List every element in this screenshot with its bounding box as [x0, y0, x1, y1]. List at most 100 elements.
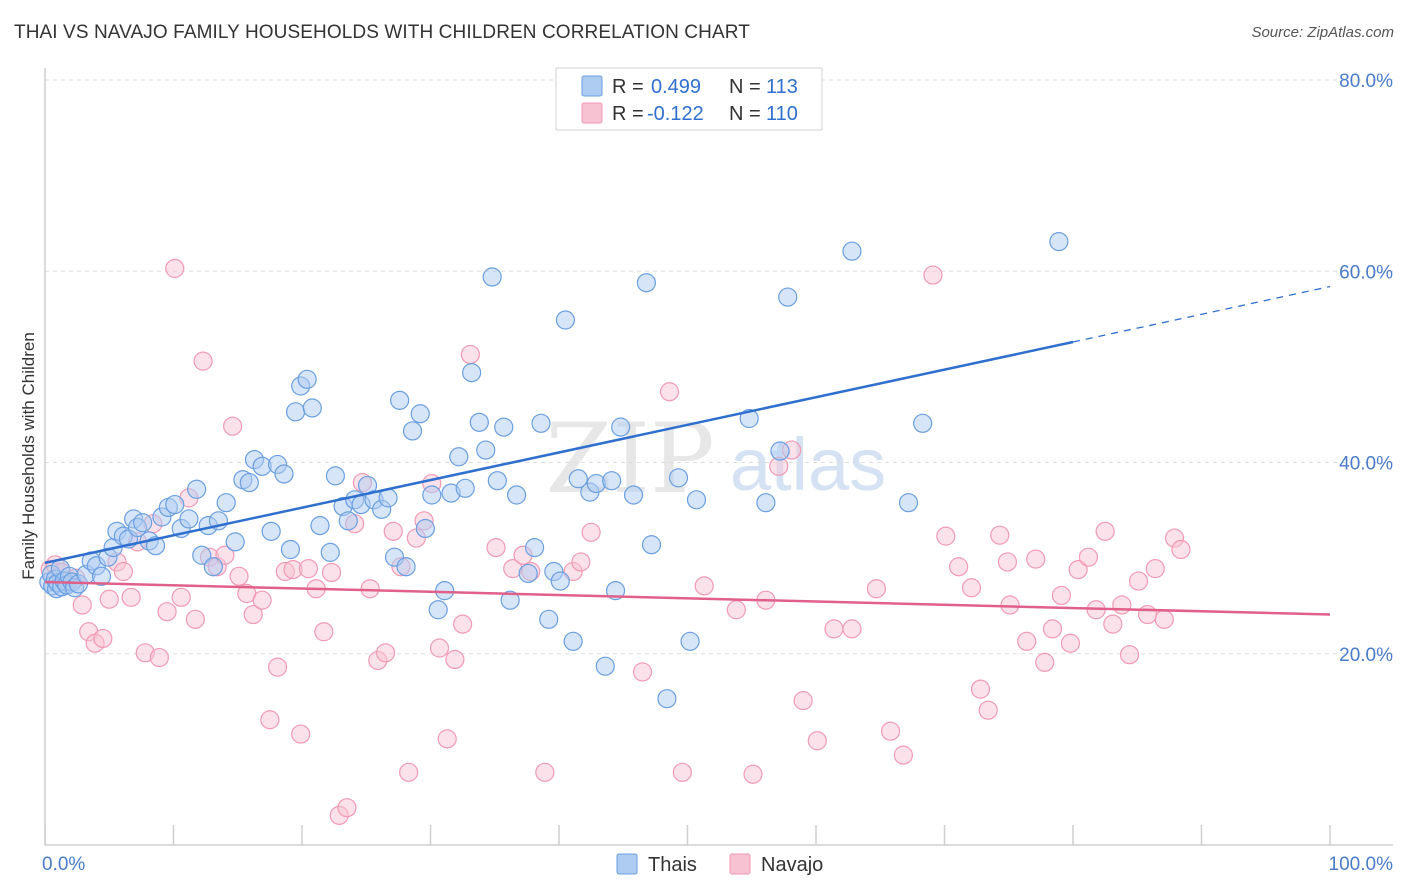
thai-point: [274, 464, 294, 484]
legend-r-label-navajo: R =: [612, 103, 644, 125]
x-ticks: [44, 825, 1331, 845]
thai-point: [602, 471, 622, 491]
thai-point: [320, 542, 340, 562]
navajo-point: [571, 552, 591, 572]
thai-point: [739, 408, 759, 429]
navajo-point: [149, 647, 169, 668]
thai-point: [285, 402, 306, 422]
thai-point: [680, 631, 700, 651]
navajo-point: [997, 552, 1018, 572]
navajo-point: [113, 561, 133, 582]
navajo-point: [486, 538, 506, 558]
navajo-point: [1119, 645, 1140, 665]
thai-point: [539, 609, 559, 629]
navajo-point: [121, 587, 141, 607]
navajo-point: [632, 662, 653, 682]
navajo-point: [243, 604, 263, 625]
navajo-point: [99, 589, 119, 609]
thai-point: [192, 545, 212, 565]
thai-trend-line: [44, 340, 1074, 565]
thai-point: [568, 469, 588, 489]
navajo-point: [1035, 652, 1055, 672]
thai-point: [469, 412, 489, 432]
legend-label-thais: Thais: [648, 854, 697, 876]
navajo-point: [1060, 633, 1081, 653]
navajo-point: [1078, 547, 1099, 567]
thai-point: [778, 287, 798, 307]
navajo-point: [171, 587, 191, 607]
thai-point: [338, 511, 358, 531]
legend-n-label-navajo: N =: [729, 103, 761, 125]
navajo-point: [866, 579, 886, 599]
navajo-point: [535, 762, 555, 782]
thai-point: [611, 417, 631, 437]
navajo-point: [970, 679, 991, 699]
legend-swatch-navajo-bottom: [729, 853, 751, 875]
navajo-point: [375, 643, 396, 663]
y-tick-label: 60.0%: [1339, 262, 1393, 283]
navajo-point: [337, 798, 357, 818]
thai-point: [500, 590, 520, 610]
thai-point: [187, 479, 207, 499]
chart-title: THAI VS NAVAJO FAMILY HOUSEHOLDS WITH CH…: [14, 22, 750, 43]
navajo-point: [1068, 559, 1088, 580]
navajo-point: [1042, 619, 1063, 639]
thai-point: [297, 369, 317, 389]
thai-point: [686, 490, 707, 510]
navajo-point: [1000, 595, 1020, 615]
thai-trend-extension: [1072, 285, 1331, 343]
thai-point: [1049, 232, 1069, 252]
thai-point: [165, 494, 185, 515]
navajo-point: [1171, 539, 1191, 560]
thai-point: [239, 472, 259, 493]
navajo-point: [437, 729, 457, 749]
navajo-point: [193, 351, 213, 371]
thai-point: [595, 656, 615, 676]
legend-swatch-thais: [616, 853, 638, 875]
navajo-point: [1137, 604, 1158, 625]
thai-point: [91, 566, 112, 586]
navajo-point: [93, 628, 113, 649]
thai-point: [563, 631, 583, 651]
legend-n-value-navajo: 110: [766, 103, 798, 125]
navajo-point: [360, 579, 380, 599]
legend-n-value-thai: 113: [766, 76, 798, 98]
navajo-point: [726, 600, 746, 620]
thai-point: [668, 468, 689, 488]
navajo-point: [252, 590, 272, 610]
legend-n-label-thai: N =: [729, 76, 761, 98]
thai-point: [550, 571, 570, 591]
navajo-series: [40, 258, 1191, 825]
thai-point: [428, 600, 448, 620]
navajo-point: [842, 619, 862, 639]
navajo-point: [990, 525, 1010, 545]
legend-label-navajo: Navajo: [761, 854, 823, 876]
navajo-point: [1026, 549, 1046, 569]
navajo-point: [223, 416, 243, 436]
thai-point: [462, 363, 482, 383]
navajo-point: [1103, 614, 1123, 634]
y-tick-labels: 20.0% 40.0% 60.0% 80.0%: [1339, 71, 1393, 666]
thai-point: [770, 441, 790, 461]
navajo-point: [460, 344, 480, 365]
thai-point: [449, 447, 469, 467]
navajo-point: [445, 649, 465, 670]
legend-swatch-navajo: [581, 102, 603, 124]
correlation-legend: R = 0.499 N = 113 R = -0.122 N = 110: [555, 67, 823, 131]
navajo-point: [581, 522, 601, 542]
series-legend: Thais Navajo: [616, 853, 823, 876]
navajo-point: [429, 638, 450, 658]
navajo-point: [1128, 571, 1149, 591]
navajo-point: [1154, 609, 1174, 629]
thai-point: [216, 493, 236, 513]
navajo-point: [807, 731, 827, 751]
x-tick-label-min: 0.0%: [42, 854, 85, 875]
thai-point: [455, 478, 475, 498]
thai-point: [636, 273, 656, 293]
y-tick-label: 40.0%: [1339, 454, 1393, 475]
navajo-point: [267, 657, 288, 677]
watermark-atlas: atlas: [730, 423, 886, 506]
y-tick-label: 20.0%: [1339, 645, 1393, 666]
navajo-point: [314, 622, 334, 642]
